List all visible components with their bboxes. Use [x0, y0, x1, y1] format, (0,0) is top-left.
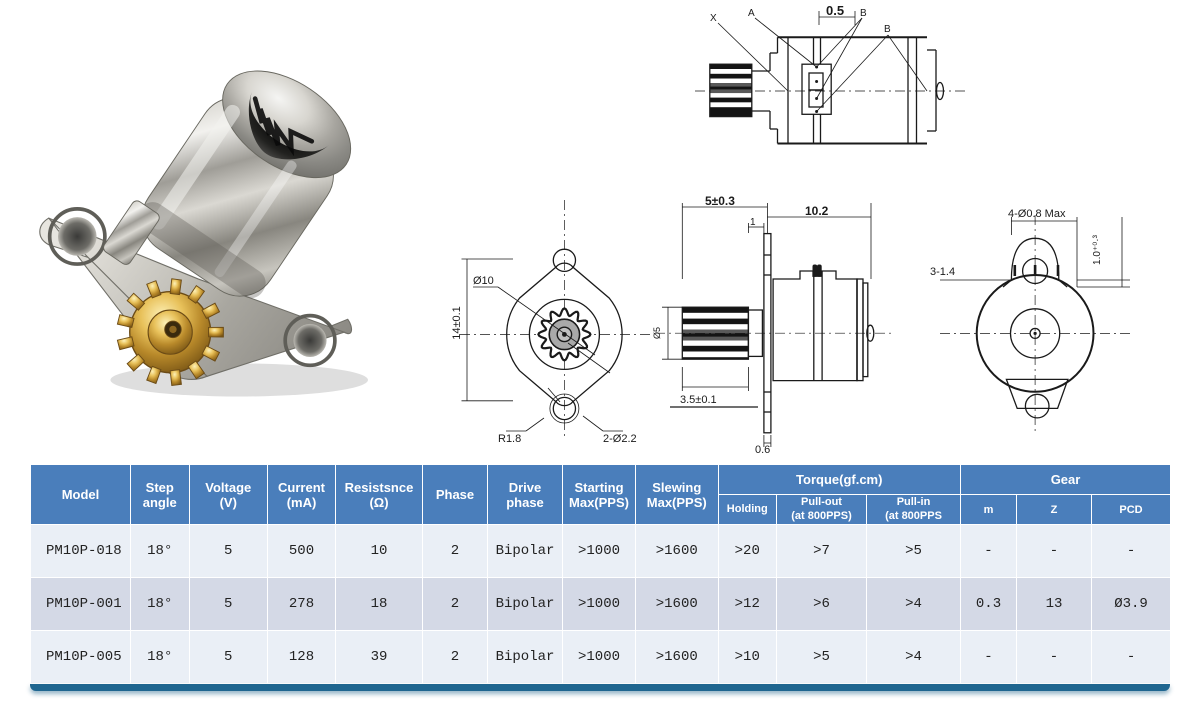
- svg-text:2-Ø2.2: 2-Ø2.2: [603, 433, 637, 445]
- svg-text:4-Ø0.8 Max: 4-Ø0.8 Max: [1008, 208, 1066, 220]
- svg-text:R1.8: R1.8: [498, 433, 521, 445]
- svg-text:B: B: [884, 24, 891, 35]
- svg-text:Ø5: Ø5: [652, 327, 662, 339]
- svg-text:0.5: 0.5: [826, 5, 844, 18]
- svg-text:3-1.4: 3-1.4: [930, 266, 955, 278]
- svg-text:0.6: 0.6: [755, 444, 770, 455]
- svg-text:10.2: 10.2: [805, 204, 829, 218]
- svg-text:5±0.3: 5±0.3: [705, 195, 735, 208]
- svg-text:A: A: [748, 8, 755, 19]
- svg-text:B: B: [860, 8, 867, 19]
- svg-text:1: 1: [750, 217, 756, 228]
- svg-text:1.0⁺⁰·³: 1.0⁺⁰·³: [1092, 234, 1103, 265]
- svg-text:3.5±0.1: 3.5±0.1: [680, 394, 717, 406]
- svg-text:Ø10: Ø10: [473, 275, 494, 287]
- svg-text:X: X: [710, 13, 717, 24]
- svg-text:14±0.1: 14±0.1: [451, 306, 463, 340]
